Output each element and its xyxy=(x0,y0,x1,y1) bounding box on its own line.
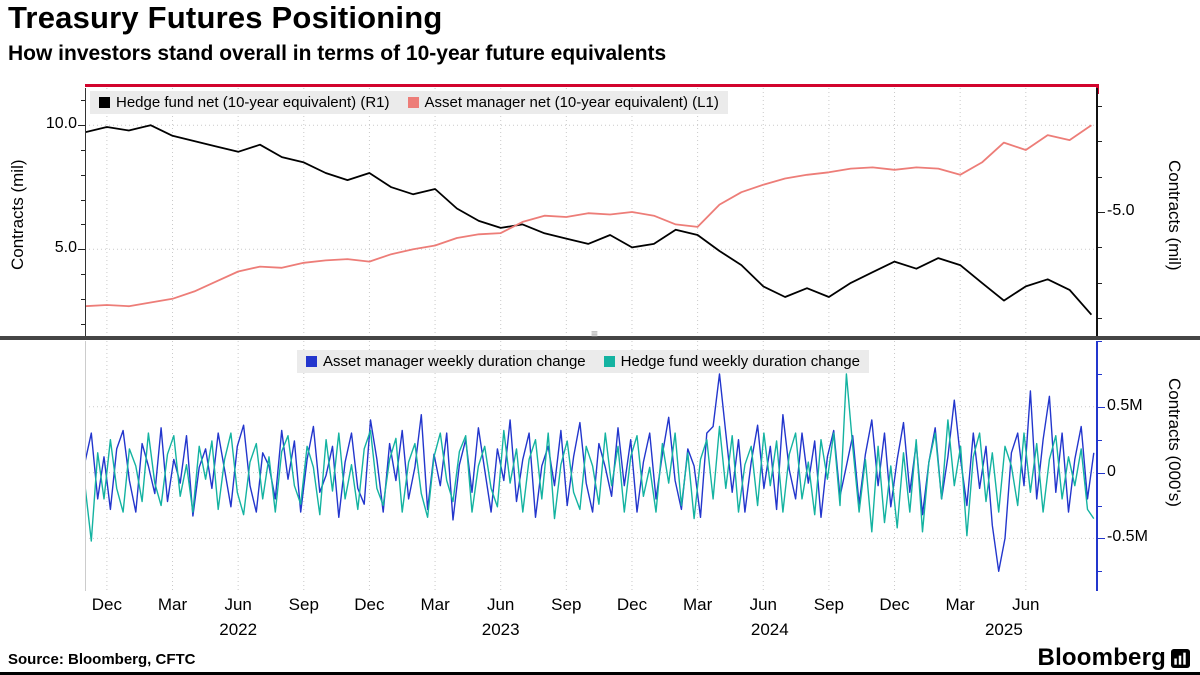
x-axis-month-label: Mar xyxy=(682,595,713,614)
right-axis-tick-label: -5.0 xyxy=(1107,202,1135,219)
x-axis-year-label: 2025 xyxy=(984,620,1023,639)
right-axis-tick-label: -0.5M xyxy=(1107,528,1148,546)
axis-tick xyxy=(1098,341,1102,342)
axis-tick xyxy=(1098,571,1102,573)
legend-item-asset-manager-net[interactable]: Asset manager net (10-year equivalent) (… xyxy=(407,94,719,111)
axis-tick xyxy=(1098,439,1102,441)
legend-item-asset-manager-weekly[interactable]: Asset manager weekly duration change xyxy=(306,353,586,370)
x-axis-month-label: Sep xyxy=(551,595,582,614)
axis-tick xyxy=(1098,373,1102,375)
legend-label-hedge-fund-net: Hedge fund net (10-year equivalent) (R1) xyxy=(116,94,390,111)
net-positioning-panel[interactable] xyxy=(85,88,1098,336)
axis-tick xyxy=(1098,141,1102,143)
axis-tick xyxy=(81,298,85,300)
x-axis-month-label: Dec xyxy=(91,595,122,614)
weekly-duration-change-panel[interactable] xyxy=(85,341,1098,591)
legend-label-hedge-fund-weekly: Hedge fund weekly duration change xyxy=(620,353,860,370)
x-axis-month-label: Jun xyxy=(224,595,252,614)
x-axis-month-label: Jun xyxy=(1012,595,1040,614)
top-right-axis-title: Contracts (mil) xyxy=(1165,159,1184,271)
legend-item-hedge-fund-net[interactable]: Hedge fund net (10-year equivalent) (R1) xyxy=(99,94,390,111)
axis-tick xyxy=(81,150,85,151)
axis-tick xyxy=(81,199,85,201)
axis-tick xyxy=(1098,318,1102,320)
x-axis-month-label: Jun xyxy=(486,595,515,614)
axis-tick xyxy=(1098,212,1105,213)
legend-item-hedge-fund-weekly[interactable]: Hedge fund weekly duration change xyxy=(603,353,860,370)
axis-tick xyxy=(1098,406,1105,408)
panel-divider-handle[interactable]: ≡ xyxy=(591,327,599,341)
axis-tick xyxy=(81,174,85,176)
x-axis-month-label: Dec xyxy=(616,595,648,614)
axis-tick xyxy=(1098,472,1105,474)
x-axis-month-label: Mar xyxy=(945,595,975,614)
asset-manager-weekly-swatch xyxy=(306,356,317,367)
x-axis-month-label: Sep xyxy=(813,595,845,614)
bloomberg-logo-icon xyxy=(1171,648,1190,668)
bottom-right-axis-title: Contracts (000's) xyxy=(1165,377,1184,507)
x-axis-year-label: 2022 xyxy=(219,620,258,639)
top-left-axis-title: Contracts (mil) xyxy=(8,159,27,271)
page-subtitle: How investors stand overall in terms of … xyxy=(8,42,667,65)
page-title: Treasury Futures Positioning xyxy=(8,0,443,35)
panel-divider xyxy=(0,336,1200,340)
left-axis-tick-label: 5.0 xyxy=(54,239,77,257)
axis-tick xyxy=(1098,505,1102,507)
x-axis-month-label: Dec xyxy=(879,595,910,614)
bottom-panel-legend: Asset manager weekly duration change Hed… xyxy=(297,350,869,373)
right-axis-tick-label: 0 xyxy=(1107,462,1116,480)
axis-tick xyxy=(1098,538,1105,540)
x-axis-month-label: Mar xyxy=(157,595,188,614)
x-axis-year-label: 2023 xyxy=(481,620,520,639)
legend-label-asset-manager-weekly: Asset manager weekly duration change xyxy=(323,353,586,370)
axis-tick xyxy=(1098,247,1102,249)
bloomberg-logo: Bloomberg xyxy=(1038,644,1190,672)
axis-tick xyxy=(81,274,85,275)
x-axis-month-label: Mar xyxy=(420,595,450,614)
axis-tick xyxy=(1098,282,1102,284)
x-axis-month-label: Jun xyxy=(749,595,777,614)
x-axis-year-label: 2024 xyxy=(750,620,789,639)
left-axis-tick-label: 10.0 xyxy=(45,115,77,133)
x-axis-month-label: Sep xyxy=(288,595,319,614)
axis-tick xyxy=(81,224,85,226)
right-axis-tick-label: 0.5M xyxy=(1107,396,1143,414)
hedge-fund-weekly-swatch xyxy=(603,356,615,367)
axis-tick xyxy=(81,323,85,325)
chart-top-border xyxy=(85,84,1099,87)
page-bottom-border xyxy=(0,672,1200,675)
axis-tick xyxy=(78,249,85,251)
asset-manager-net-swatch xyxy=(407,97,419,108)
axis-tick xyxy=(78,125,85,127)
top-panel-legend: Hedge fund net (10-year equivalent) (R1)… xyxy=(90,91,728,114)
axis-tick xyxy=(1098,105,1102,107)
axis-tick xyxy=(1098,176,1102,178)
hedge-fund-net-swatch xyxy=(99,97,110,108)
bloomberg-wordmark: Bloomberg xyxy=(1037,644,1166,671)
x-axis-month-label: Dec xyxy=(354,595,385,614)
source-text: Source: Bloomberg, CFTC xyxy=(8,651,196,668)
legend-label-asset-manager-net: Asset manager net (10-year equivalent) (… xyxy=(424,94,719,111)
axis-tick xyxy=(81,100,85,102)
